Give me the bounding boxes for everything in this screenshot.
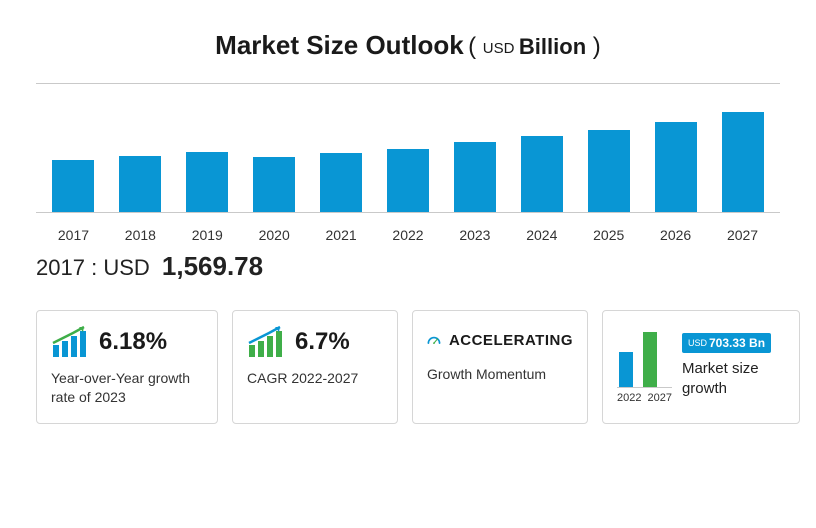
- value-readout: 2017 : USD 1,569.78: [36, 251, 780, 282]
- chart-bar: [722, 112, 764, 212]
- chart-bar: [655, 122, 697, 212]
- card-growth: 2022 2027 USD703.33 Bn Market size growt…: [602, 310, 800, 424]
- bar-growth-icon: [247, 325, 287, 359]
- mini-bar: [619, 352, 633, 387]
- chart-bar: [186, 152, 228, 212]
- momentum-value: ACCELERATING: [449, 332, 573, 349]
- chart-bar: [454, 142, 496, 212]
- readout-currency: USD: [103, 255, 149, 280]
- chart-x-label: 2019: [186, 227, 228, 243]
- growth-tag: USD703.33 Bn: [682, 333, 771, 353]
- chart-x-label: 2023: [454, 227, 496, 243]
- card-yoy: 6.18% Year-over-Year growth rate of 2023: [36, 310, 218, 424]
- paren-open: (: [468, 33, 483, 60]
- metric-cards: 6.18% Year-over-Year growth rate of 2023…: [36, 310, 780, 424]
- chart-x-label: 2018: [119, 227, 161, 243]
- yoy-label: Year-over-Year growth rate of 2023: [51, 369, 203, 407]
- cagr-value: 6.7%: [295, 328, 350, 356]
- chart-bar: [253, 157, 295, 212]
- yoy-value: 6.18%: [99, 328, 167, 356]
- mini-bar: [643, 332, 657, 387]
- growth-label: Market size growth: [682, 359, 785, 398]
- mini-label-0: 2022: [617, 392, 641, 404]
- chart-bar: [320, 153, 362, 212]
- chart-bar: [588, 130, 630, 212]
- chart-bars: [36, 83, 780, 213]
- mini-chart-wrap: 2022 2027: [617, 328, 672, 404]
- chart-x-label: 2017: [52, 227, 94, 243]
- chart-x-label: 2026: [655, 227, 697, 243]
- chart-bar: [387, 149, 429, 212]
- mini-chart-labels: 2022 2027: [617, 392, 672, 404]
- chart-bar: [119, 156, 161, 212]
- chart-x-label: 2022: [387, 227, 429, 243]
- momentum-label: Growth Momentum: [427, 365, 573, 384]
- chart-bar: [521, 136, 563, 212]
- readout-value: 1,569.78: [162, 251, 263, 281]
- paren-close: ): [586, 33, 601, 60]
- title-unit: Billion: [519, 34, 586, 59]
- growth-tag-value: 703.33 Bn: [709, 336, 765, 350]
- cagr-label: CAGR 2022-2027: [247, 369, 383, 388]
- bar-growth-icon: [51, 325, 91, 359]
- chart-x-labels: 2017 2018 2019 2020 2021 2022 2023 2024 2025 2026…: [36, 227, 780, 243]
- title-main: Market Size Outlook: [215, 30, 464, 60]
- bar-chart: 2017 2018 2019 2020 2021 2022 2023 2024 2025 2026…: [36, 83, 780, 243]
- mini-bar-chart: [617, 328, 672, 388]
- chart-x-label: 2020: [253, 227, 295, 243]
- chart-bar: [52, 160, 94, 212]
- readout-year: 2017: [36, 255, 85, 280]
- chart-x-label: 2021: [320, 227, 362, 243]
- growth-tag-currency: USD: [688, 338, 707, 348]
- chart-x-label: 2024: [521, 227, 563, 243]
- chart-x-label: 2025: [588, 227, 630, 243]
- chart-x-label: 2027: [722, 227, 764, 243]
- gauge-icon: [427, 325, 441, 355]
- card-momentum: ACCELERATING Growth Momentum: [412, 310, 588, 424]
- chart-title: Market Size Outlook ( USD Billion ): [36, 30, 780, 61]
- title-currency: USD: [483, 40, 515, 57]
- mini-label-1: 2027: [647, 392, 671, 404]
- card-cagr: 6.7% CAGR 2022-2027: [232, 310, 398, 424]
